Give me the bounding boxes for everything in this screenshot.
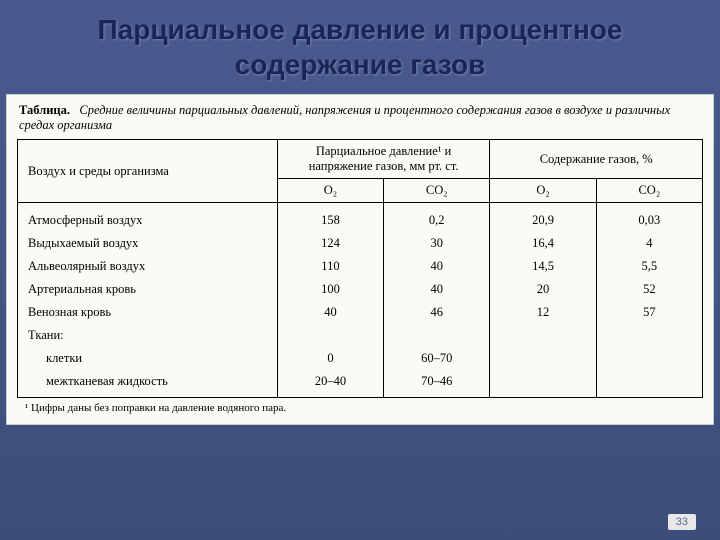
table-row: Выдыхаемый воздух1243016,44 — [18, 232, 703, 255]
data-cell: 40 — [277, 301, 383, 324]
data-cell: 16,4 — [490, 232, 596, 255]
table-row: Венозная кровь40461257 — [18, 301, 703, 324]
data-cell — [277, 324, 383, 347]
data-cell: 4 — [596, 232, 702, 255]
data-cell: 100 — [277, 278, 383, 301]
data-table: Воздух и среды организма Парциальное дав… — [17, 139, 703, 398]
data-cell: 57 — [596, 301, 702, 324]
page-number: 33 — [668, 514, 696, 530]
data-cell: 20–40 — [277, 370, 383, 398]
row-label: межтканевая жидкость — [18, 370, 278, 398]
table-body: Атмосферный воздух1580,220,90,03Выдыхаем… — [18, 203, 703, 398]
data-cell — [384, 324, 490, 347]
data-cell: 20,9 — [490, 203, 596, 233]
caption-label: Таблица. — [19, 103, 70, 117]
data-cell: 14,5 — [490, 255, 596, 278]
table-row: межтканевая жидкость20–4070–46 — [18, 370, 703, 398]
data-cell: 70–46 — [384, 370, 490, 398]
col-group-pressure: Парциальное давление¹ и напряжение газов… — [277, 140, 490, 179]
data-cell — [490, 324, 596, 347]
table-row: Атмосферный воздух1580,220,90,03 — [18, 203, 703, 233]
slide-title: Парциальное давление и процентное содерж… — [0, 0, 720, 90]
data-cell: 52 — [596, 278, 702, 301]
table-row: Альвеолярный воздух1104014,55,5 — [18, 255, 703, 278]
row-label: клетки — [18, 347, 278, 370]
row-label: Артериальная кровь — [18, 278, 278, 301]
data-cell: 20 — [490, 278, 596, 301]
data-cell: 0,2 — [384, 203, 490, 233]
data-cell: 0 — [277, 347, 383, 370]
row-label: Ткани: — [18, 324, 278, 347]
table-footnote: ¹ Цифры даны без поправки на давление во… — [17, 398, 703, 416]
data-cell: 124 — [277, 232, 383, 255]
data-cell: 5,5 — [596, 255, 702, 278]
row-label: Альвеолярный воздух — [18, 255, 278, 278]
data-cell — [490, 370, 596, 398]
data-cell — [596, 370, 702, 398]
data-cell: 158 — [277, 203, 383, 233]
col-group-content: Содержание газов, % — [490, 140, 703, 179]
row-label: Атмосферный воздух — [18, 203, 278, 233]
data-cell — [490, 347, 596, 370]
table-caption: Таблица. Средние величины парциальных да… — [17, 101, 703, 139]
subhead-o2-1: O₂ — [277, 179, 383, 203]
data-cell — [596, 324, 702, 347]
col-header-media: Воздух и среды организма — [18, 140, 278, 203]
data-cell — [596, 347, 702, 370]
subhead-o2-2: O₂ — [490, 179, 596, 203]
subhead-co2-1: CO₂ — [384, 179, 490, 203]
table-row: клетки060–70 — [18, 347, 703, 370]
data-cell: 60–70 — [384, 347, 490, 370]
table-row: Артериальная кровь100402052 — [18, 278, 703, 301]
data-cell: 40 — [384, 278, 490, 301]
data-cell: 110 — [277, 255, 383, 278]
data-cell: 0,03 — [596, 203, 702, 233]
row-label: Венозная кровь — [18, 301, 278, 324]
table-row: Ткани: — [18, 324, 703, 347]
data-cell: 46 — [384, 301, 490, 324]
table-scan-container: Таблица. Средние величины парциальных да… — [6, 94, 714, 425]
caption-text: Средние величины парциальных давлений, н… — [19, 103, 670, 132]
data-cell: 12 — [490, 301, 596, 324]
row-label: Выдыхаемый воздух — [18, 232, 278, 255]
data-cell: 40 — [384, 255, 490, 278]
subhead-co2-2: CO₂ — [596, 179, 702, 203]
data-cell: 30 — [384, 232, 490, 255]
